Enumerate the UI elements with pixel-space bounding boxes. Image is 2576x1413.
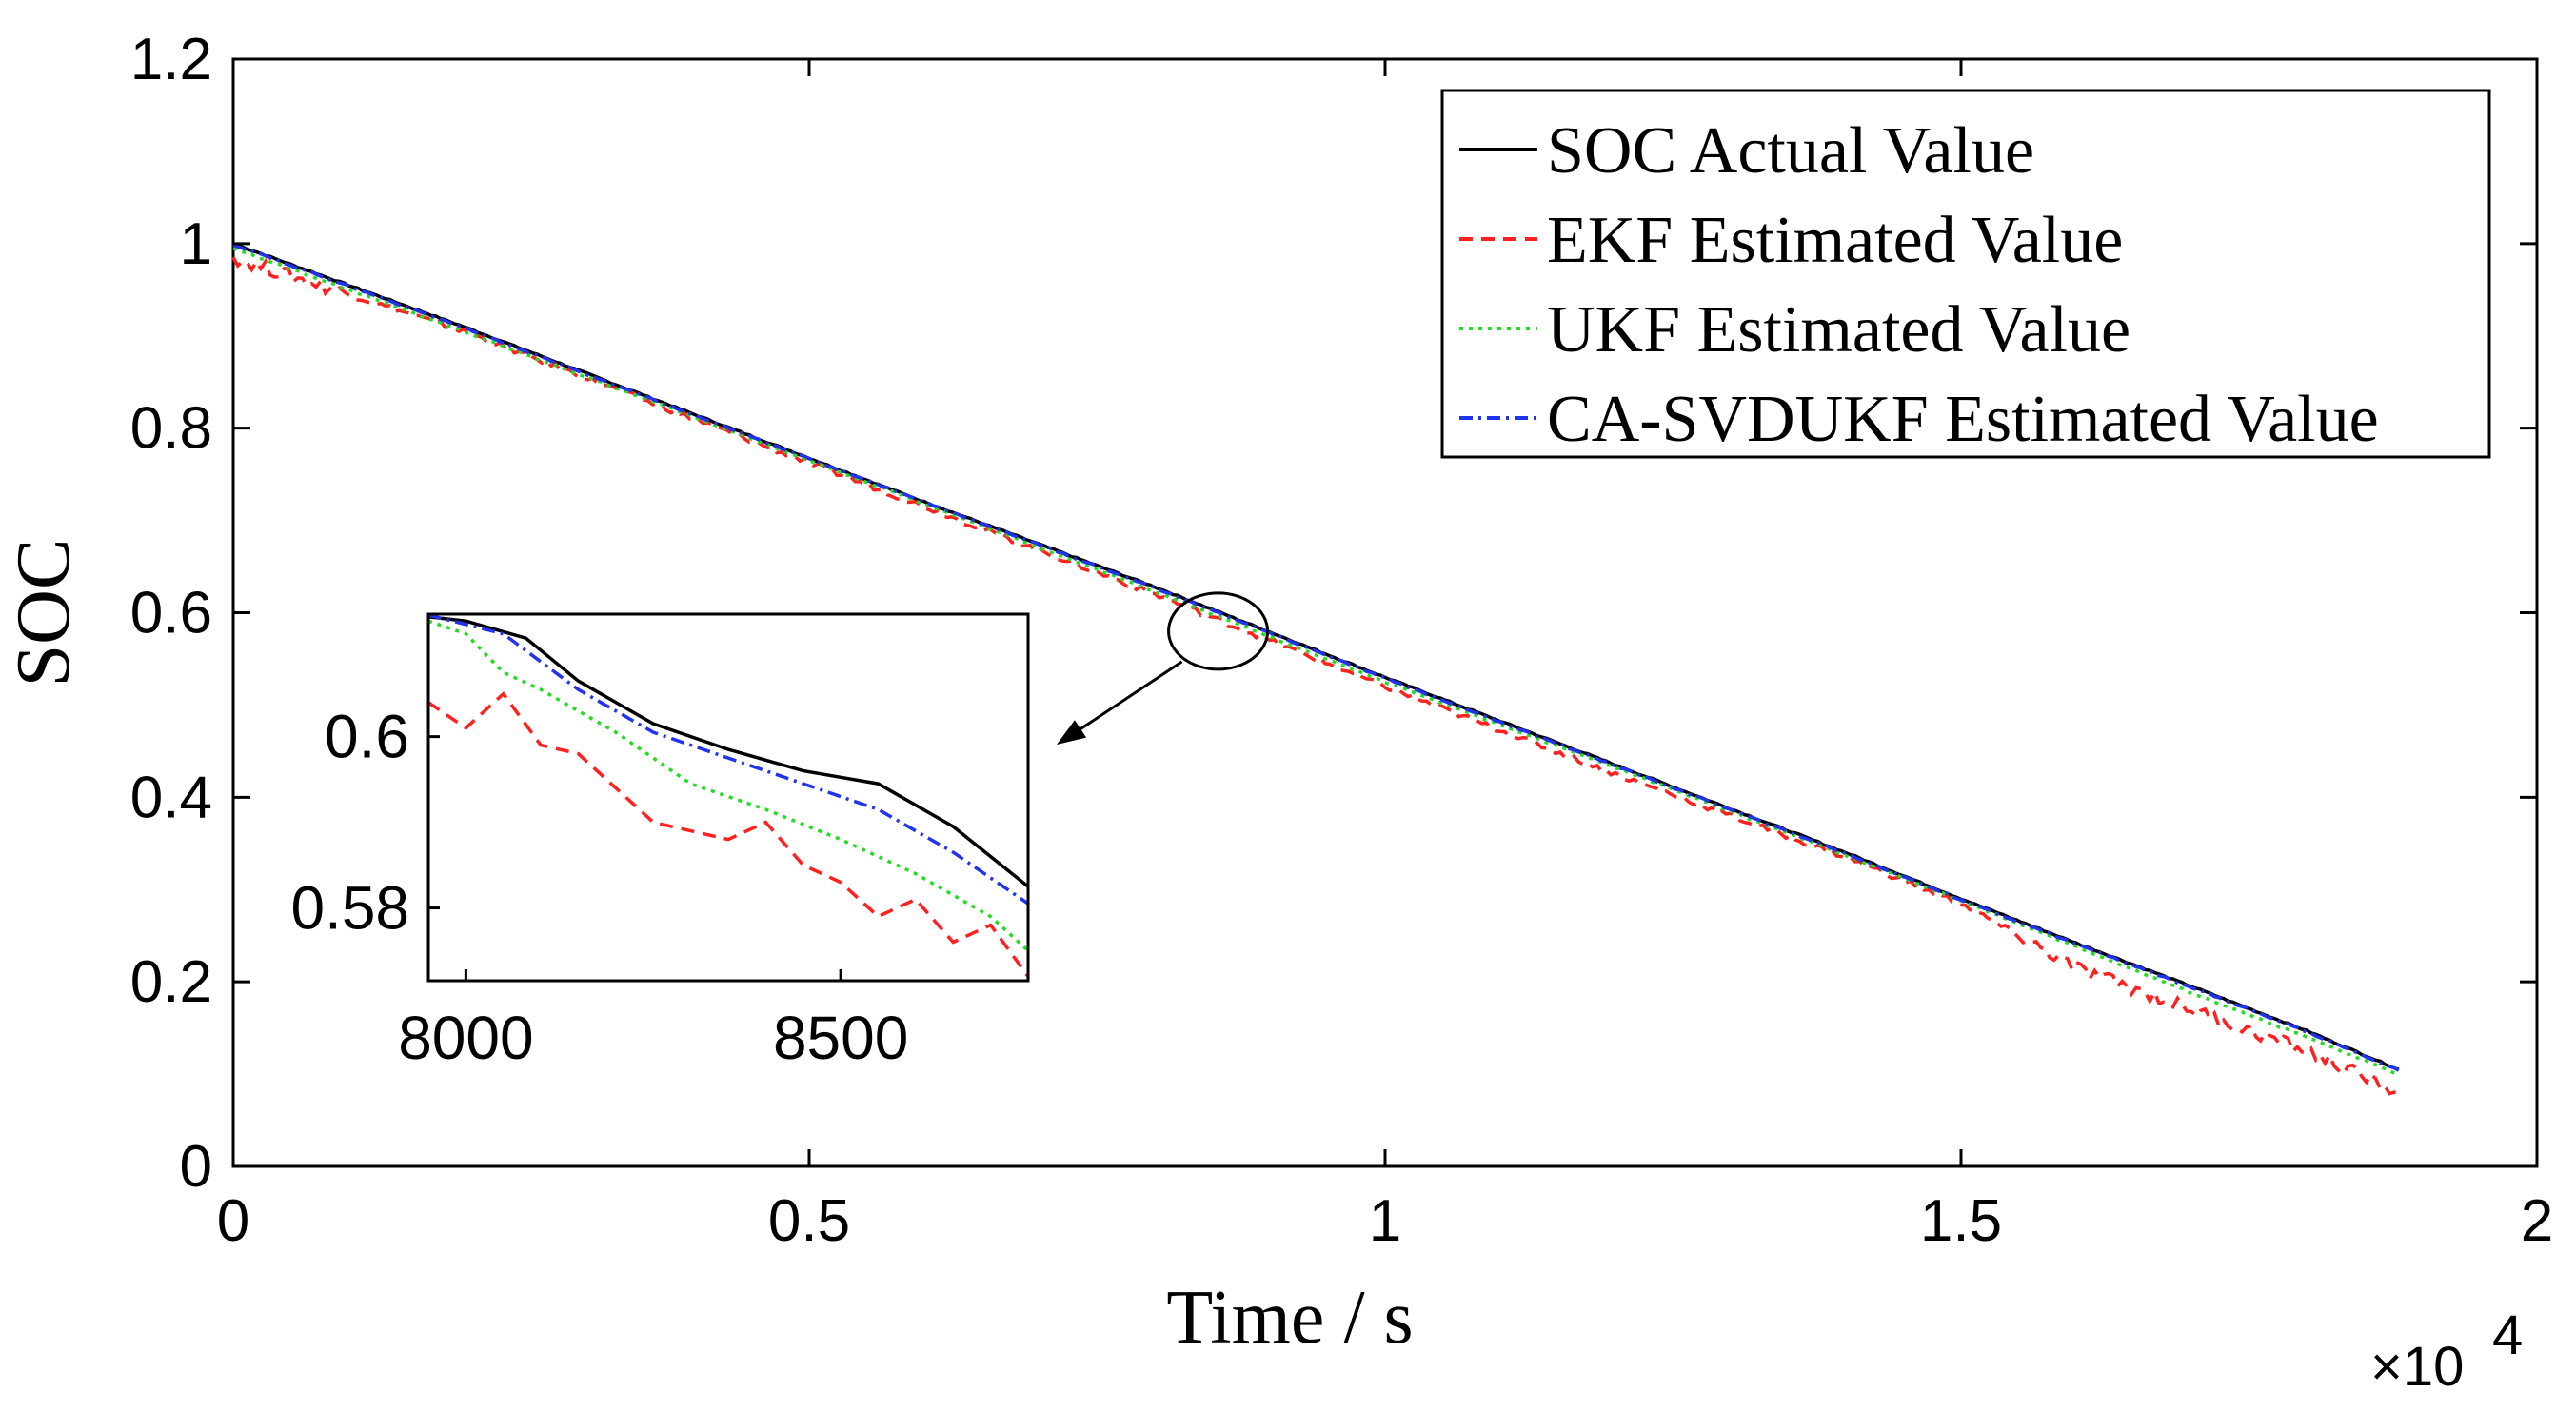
main-plot-area: 0 0.5 1 1.5 2 0 0.2 0.4 0.6 0.8 1 1.2 (130, 27, 2553, 1254)
x-tick-label: 0 (217, 1188, 249, 1254)
inset-y-tick-label: 0.6 (325, 703, 409, 771)
series-line-3 (232, 243, 2400, 1072)
legend-label-0: SOC Actual Value (1547, 114, 2034, 188)
zoom-arrow (1069, 660, 1183, 738)
x-axis-label: Time / s (1166, 1276, 1413, 1360)
x-tick-label: 1 (1369, 1188, 1401, 1254)
main-series-group (231, 242, 2400, 1096)
x-tick-label: 2 (2521, 1188, 2553, 1254)
y-tick-label: 0.8 (130, 396, 212, 462)
zoom-circle (1167, 591, 1270, 671)
main-ticks-group: 0 0.5 1 1.5 2 0 0.2 0.4 0.6 0.8 1 1.2 (130, 27, 2553, 1254)
legend-box (1440, 89, 2491, 459)
x-tick-label: 1.5 (1920, 1188, 2002, 1254)
legend-label-3: CA-SVDUKF Estimated Value (1547, 383, 2379, 456)
inset-background (428, 614, 1028, 981)
legend: SOC Actual Value EKF Estimated Value UKF E… (1440, 89, 2491, 459)
inset-series-group (428, 614, 1028, 978)
inset-y-tick-label: 0.58 (290, 874, 409, 943)
inset-axes-frame (426, 612, 1030, 983)
inset-series-line-3 (428, 614, 1028, 906)
x-tick-label: 0.5 (768, 1188, 850, 1254)
inset-series-line-2 (428, 619, 1028, 952)
zoom-arrowhead (1057, 720, 1087, 745)
y-tick-label: 0.2 (130, 949, 212, 1015)
y-tick-label: 1 (180, 211, 212, 277)
legend-label-2: UKF Estimated Value (1547, 293, 2130, 367)
series-line-1 (231, 256, 2399, 1096)
inset-x-tick-label: 8500 (773, 1004, 908, 1072)
inset-x-tick-label: 8000 (398, 1004, 533, 1072)
y-tick-label: 0.4 (130, 765, 212, 830)
inset-ticks-group: 8000 8500 0.58 0.6 (290, 703, 908, 1072)
y-axis-label: SOC (2, 539, 86, 687)
legend-items: SOC Actual Value EKF Estimated Value UKF E… (1459, 114, 2379, 456)
x-axis-multiplier: ×10 4 (2370, 1304, 2523, 1398)
inset-series-line-1 (428, 691, 1028, 978)
y-tick-label: 0 (180, 1134, 212, 1200)
inset-series-line-0 (428, 614, 1028, 888)
x-multiplier-exponent: 4 (2492, 1304, 2523, 1366)
y-tick-label: 0.6 (130, 581, 212, 647)
inset-plot: 8000 8500 0.58 0.6 (290, 612, 1030, 1072)
zoom-marker (1057, 591, 1270, 745)
series-line-2 (232, 247, 2400, 1076)
x-multiplier-base: ×10 (2370, 1336, 2464, 1398)
legend-label-1: EKF Estimated Value (1547, 204, 2123, 277)
y-tick-label: 1.2 (130, 27, 212, 92)
